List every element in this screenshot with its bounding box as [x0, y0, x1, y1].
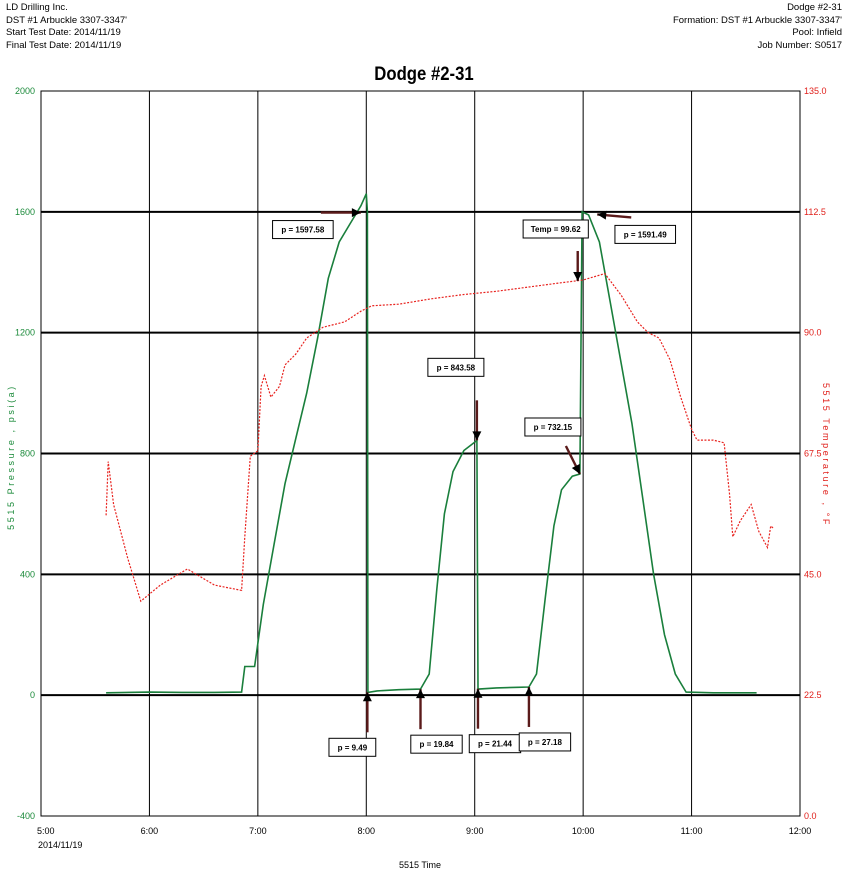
callout: p = 1597.58	[272, 208, 361, 240]
grid	[40, 90, 801, 817]
x-tick-label: 5:00	[37, 826, 55, 836]
callout-label: p = 21.44	[478, 740, 513, 749]
callout-box	[522, 219, 589, 239]
company-name: LD Drilling Inc.	[6, 2, 68, 13]
y-left-tick-label: 0	[30, 690, 35, 700]
y-right-tick-label: 22.5	[804, 690, 822, 700]
y-axis-right-label: 5515 Temperature , °F	[821, 383, 831, 527]
callout: p = 27.18	[518, 686, 572, 752]
callout: p = 1591.49	[597, 210, 677, 244]
callout: p = 9.49	[328, 692, 377, 757]
callout-label: p = 27.18	[528, 738, 563, 747]
callout-box	[614, 224, 677, 244]
callout: p = 843.58	[427, 357, 485, 441]
annotations: p = 1597.58 p = 9.49 p = 19.84 p = 843.58 p …	[272, 208, 677, 757]
formation: Formation: DST #1 Arbuckle 3307-3347'	[672, 14, 842, 26]
x-tick-label: 10:00	[572, 826, 595, 836]
callout-arrowhead	[472, 431, 482, 441]
callout-box	[410, 734, 463, 754]
series	[105, 193, 775, 694]
y-axis-left-label: 5515 Pressure , psi(a)	[6, 384, 16, 530]
callout-label: p = 843.58	[437, 363, 476, 372]
header-left: LD Drilling Inc. DST #1 Arbuckle 3307-33…	[6, 2, 127, 52]
callout-arrowhead	[473, 688, 483, 698]
start-date: Start Test Date: 2014/11/19	[6, 27, 121, 38]
callout-label: Temp = 99.62	[531, 225, 581, 234]
header-right: Dodge #2-31 Formation: DST #1 Arbuckle 3…	[673, 2, 842, 52]
final-date: Final Test Date: 2014/11/19	[6, 39, 122, 51]
callout-box	[272, 220, 334, 240]
test-info: DST #1 Arbuckle 3307-3347'	[6, 14, 127, 26]
callout-label: p = 732.15	[534, 423, 573, 432]
callout-box	[328, 737, 377, 757]
callout-box	[524, 417, 582, 437]
callout-arrowhead	[524, 686, 534, 696]
callout-arrowhead	[571, 463, 580, 474]
callout: p = 732.15	[524, 417, 582, 475]
x-tick-label: 7:00	[249, 826, 267, 836]
y-right-tick-label: 135.0	[804, 86, 827, 96]
callout-label: p = 19.84	[419, 740, 454, 749]
y-right-tick-label: 112.5	[804, 207, 826, 217]
x-tick-label: 9:00	[466, 826, 484, 836]
y-right-tick-label: 0.0	[804, 811, 817, 821]
ticks: 5:00 6:00 7:00 8:00 9:00 10:00 11:00 12:00 2000 1…	[15, 86, 827, 836]
temperature-line	[105, 272, 775, 603]
x-tick-label: 11:00	[681, 826, 703, 836]
y-left-tick-label: 1200	[15, 328, 35, 338]
callout-box	[518, 732, 572, 752]
y-left-tick-label: 1600	[15, 207, 35, 217]
pool: Pool: Infield	[792, 27, 842, 38]
y-right-tick-label: 67.5	[804, 449, 822, 459]
callout-arrowhead	[573, 272, 583, 282]
callout-arrowhead	[362, 692, 372, 702]
callout-label: p = 1597.58	[281, 226, 324, 235]
x-tick-label: 8:00	[358, 826, 376, 836]
x-tick-label: 12:00	[789, 826, 812, 836]
chart-title: Dodge #2-31	[374, 64, 474, 85]
x-axis-label: 5515 Time	[399, 860, 441, 870]
y-left-tick-label: 800	[20, 449, 35, 459]
y-left-tick-label: -400	[17, 811, 35, 821]
job-number: Job Number: S0517	[757, 39, 843, 51]
callout: Temp = 99.62	[522, 219, 589, 282]
callout-label: p = 9.49	[338, 743, 368, 752]
x-tick-label: 6:00	[141, 826, 159, 836]
callout: p = 21.44	[468, 688, 522, 754]
callout-label: p = 1591.49	[624, 230, 667, 239]
y-right-tick-label: 45.0	[804, 569, 822, 579]
callout-arrowhead	[416, 689, 425, 699]
well-name: Dodge #2-31	[787, 2, 842, 13]
callout-arrowhead	[597, 210, 607, 220]
pressure-line	[106, 193, 757, 694]
y-right-tick-label: 90.0	[804, 328, 822, 338]
callout-arrowhead	[351, 208, 361, 218]
callout: p = 19.84	[410, 689, 463, 754]
x-axis-date: 2014/11/19	[38, 840, 82, 850]
y-left-tick-label: 2000	[15, 86, 35, 96]
callout-box	[427, 357, 485, 377]
y-left-tick-label: 400	[20, 569, 35, 579]
